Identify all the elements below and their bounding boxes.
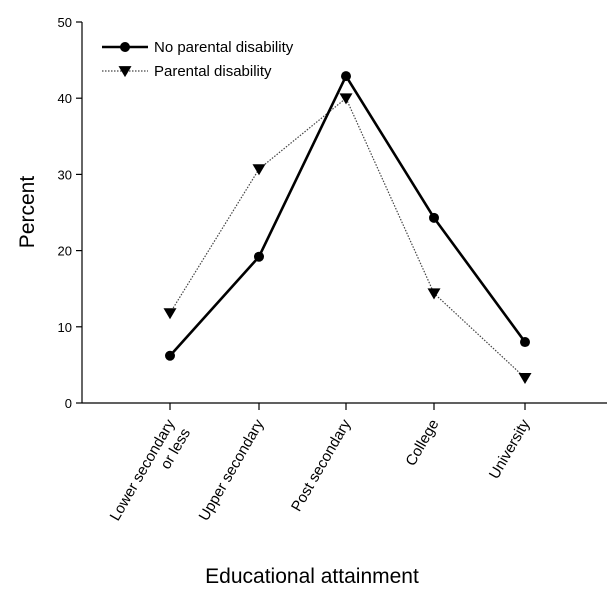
y-tick-label: 30 — [58, 167, 72, 182]
x-tick-label-line: Upper secondary — [196, 416, 268, 524]
x-tick-label: University — [486, 416, 534, 482]
data-point — [341, 71, 351, 82]
legend-label: No parental disability — [154, 39, 294, 56]
y-axis-ticks: 0 10 20 30 40 50 — [58, 15, 82, 411]
data-point — [520, 337, 530, 348]
legend-marker — [120, 42, 130, 52]
x-tick-label-line: University — [486, 416, 534, 482]
series-1 — [163, 93, 532, 385]
legend-marker — [118, 66, 132, 78]
legend-label: Parental disability — [154, 63, 272, 80]
y-tick-label: 10 — [58, 320, 72, 335]
x-tick-label: College — [402, 417, 442, 470]
series-0 — [165, 71, 530, 361]
x-tick-label: Post secondary — [288, 416, 355, 514]
data-point — [518, 372, 532, 385]
x-tick-label-line: Post secondary — [288, 416, 355, 514]
series-line — [169, 97, 526, 379]
data-point — [254, 251, 264, 262]
data-point — [339, 93, 353, 105]
legend: No parental disability Parental disabilit… — [102, 39, 294, 80]
data-point — [163, 308, 177, 320]
y-tick-label: 50 — [58, 15, 72, 30]
y-tick-label: 40 — [58, 91, 72, 106]
series-line — [169, 74, 527, 357]
data-point — [427, 288, 441, 300]
x-axis-title: Educational attainment — [205, 565, 419, 588]
x-tick-label-line: College — [402, 417, 442, 470]
data-point — [429, 212, 439, 223]
series-layer — [163, 71, 532, 385]
data-point — [165, 350, 175, 361]
y-axis-title: Percent — [16, 176, 39, 249]
y-tick-label: 20 — [58, 244, 72, 259]
x-tick-label: Upper secondary — [196, 416, 268, 524]
y-tick-label: 0 — [65, 396, 72, 411]
data-point — [252, 164, 266, 176]
